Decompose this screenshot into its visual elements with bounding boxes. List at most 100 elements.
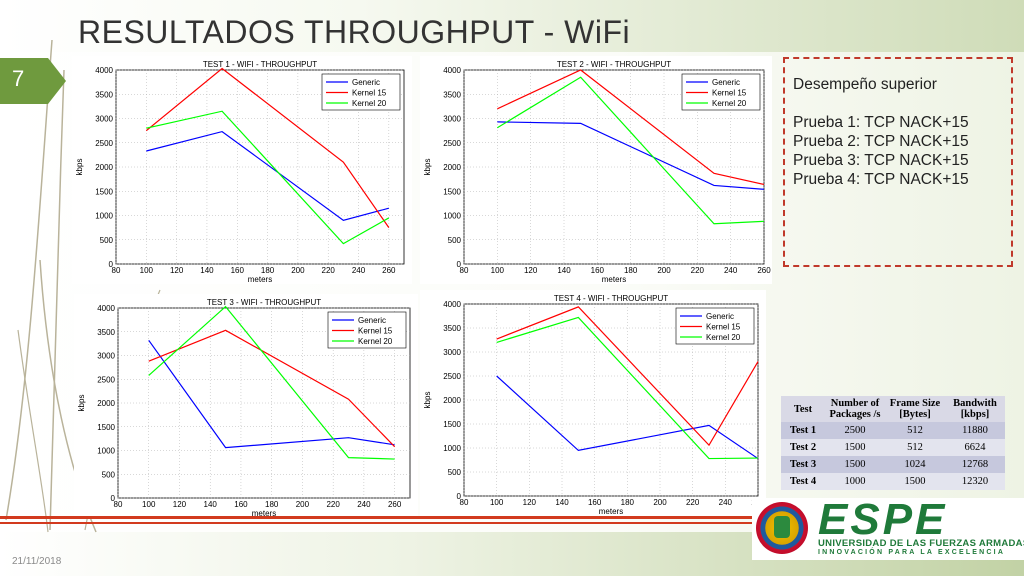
x-tick-label: 80 [112,266,121,275]
legend-entry: Kernel 15 [706,323,741,332]
table-row: Test 1 2500 512 11880 [781,422,1005,439]
x-tick-label: 200 [291,266,305,275]
red-rule [0,516,760,519]
legend-entry: Kernel 15 [358,327,393,336]
table-cell: Test 3 [781,456,825,473]
x-tick-label: 200 [653,498,667,507]
series-line-generic [146,130,389,222]
x-tick-label: 120 [524,266,538,275]
series-line-kernel15 [145,67,390,228]
x-tick-label: 240 [357,500,371,509]
x-axis-label: meters [248,275,272,284]
x-tick-label: 180 [265,500,279,509]
y-tick-label: 3000 [443,348,461,357]
table-row: Test 4 1000 1500 12320 [781,473,1005,490]
y-tick-label: 2000 [443,163,461,172]
x-tick-label: 240 [724,266,738,275]
y-tick-label: 0 [457,260,462,269]
chart-title: TEST 1 - WIFI - THROUGHPUT [203,60,317,69]
series-line-kernel15 [148,329,396,448]
y-tick-label: 2000 [95,163,113,172]
y-axis-label: kbps [75,159,84,176]
x-tick-label: 100 [491,266,505,275]
slide-number-notch [48,58,66,104]
table-cell: 11880 [945,422,1005,439]
x-tick-label: 140 [200,266,214,275]
y-tick-label: 2500 [97,375,115,384]
y-tick-label: 1000 [443,212,461,221]
series-line-kernel15 [496,306,759,447]
y-tick-label: 1000 [443,444,461,453]
test-1-result: Prueba 1: TCP NACK+15 [793,114,969,131]
series-line-kernel20 [148,305,395,460]
table-row: Test 3 1500 1024 12768 [781,456,1005,473]
x-tick-label: 240 [352,266,366,275]
table-cell: 1500 [825,439,885,456]
y-tick-label: 500 [100,236,114,245]
chart-test-2: 80 100 120 140 160 180 200 220 240 260 0 500 1000 150… [420,56,772,284]
y-tick-label: 3500 [97,328,115,337]
table-cell: 512 [885,439,945,456]
x-tick-label: 200 [296,500,310,509]
chart-title: TEST 4 - WIFI - THROUGHPUT [554,294,668,303]
red-rule-thin [0,522,760,524]
espe-logo: ESPE UNIVERSIDAD DE LAS FUERZAS ARMADAS … [752,498,1024,560]
series-line-kernel20 [496,316,759,460]
test-2-result: Prueba 2: TCP NACK+15 [793,133,969,150]
y-tick-label: 4000 [443,66,461,75]
x-tick-label: 120 [173,500,187,509]
legend-entry: Generic [712,78,740,87]
table-cell: 1024 [885,456,945,473]
test-3-result: Prueba 3: TCP NACK+15 [793,152,969,169]
x-tick-label: 260 [388,500,402,509]
table-cell: Test 4 [781,473,825,490]
y-tick-label: 0 [457,492,462,501]
test-parameters-table: Test Number of Packages /s Frame Size [B… [781,396,1005,490]
y-tick-label: 500 [448,468,462,477]
x-axis-label: meters [602,275,626,284]
x-tick-label: 220 [326,500,340,509]
x-axis-label: meters [252,509,276,518]
x-tick-label: 80 [460,266,469,275]
x-tick-label: 180 [261,266,275,275]
university-seal-icon [756,502,808,554]
y-axis-label: kbps [423,392,432,409]
table-cell: 1500 [825,456,885,473]
x-tick-label: 220 [686,498,700,507]
y-tick-label: 2500 [443,372,461,381]
x-tick-label: 160 [231,266,245,275]
y-tick-label: 4000 [443,300,461,309]
x-tick-label: 80 [460,498,469,507]
series-line-generic [497,121,765,190]
chart-test-4: 8010012014016018020022024026005001000150… [420,290,766,516]
top-band [0,0,1024,52]
y-axis-label: kbps [77,395,86,412]
y-tick-label: 1500 [95,187,113,196]
x-tick-label: 220 [691,266,705,275]
y-tick-label: 2000 [97,399,115,408]
y-tick-label: 2500 [95,139,113,148]
logo-wordmark: ESPE [818,495,948,544]
legend-entry: Generic [358,316,386,325]
table-cell: 12768 [945,456,1005,473]
table-cell: 6624 [945,439,1005,456]
table-cell: Test 1 [781,422,825,439]
logo-university-name: UNIVERSIDAD DE LAS FUERZAS ARMADAS [818,538,1024,549]
y-tick-label: 1500 [443,187,461,196]
table-row: Test 2 1500 512 6624 [781,439,1005,456]
legend-entry: Generic [352,78,380,87]
series-line-kernel20 [497,76,765,225]
chart-svg: 8010012014016018020022024026005001000150… [420,290,766,516]
y-tick-label: 4000 [95,66,113,75]
logo-motto: INNOVACIÓN PARA LA EXCELENCIA [818,549,1006,556]
x-tick-label: 100 [142,500,156,509]
y-tick-label: 3500 [95,90,113,99]
y-tick-label: 3000 [95,115,113,124]
series-line-generic [496,375,759,460]
y-tick-label: 500 [102,470,116,479]
legend-entry: Kernel 20 [352,99,387,108]
x-tick-label: 180 [621,498,635,507]
x-tick-label: 260 [757,266,771,275]
performance-heading: Desempeño superior [793,76,937,93]
chart-test-1: 80 100 120 140 160 180 200 220 240 260 0 500 1000 150… [72,56,412,284]
